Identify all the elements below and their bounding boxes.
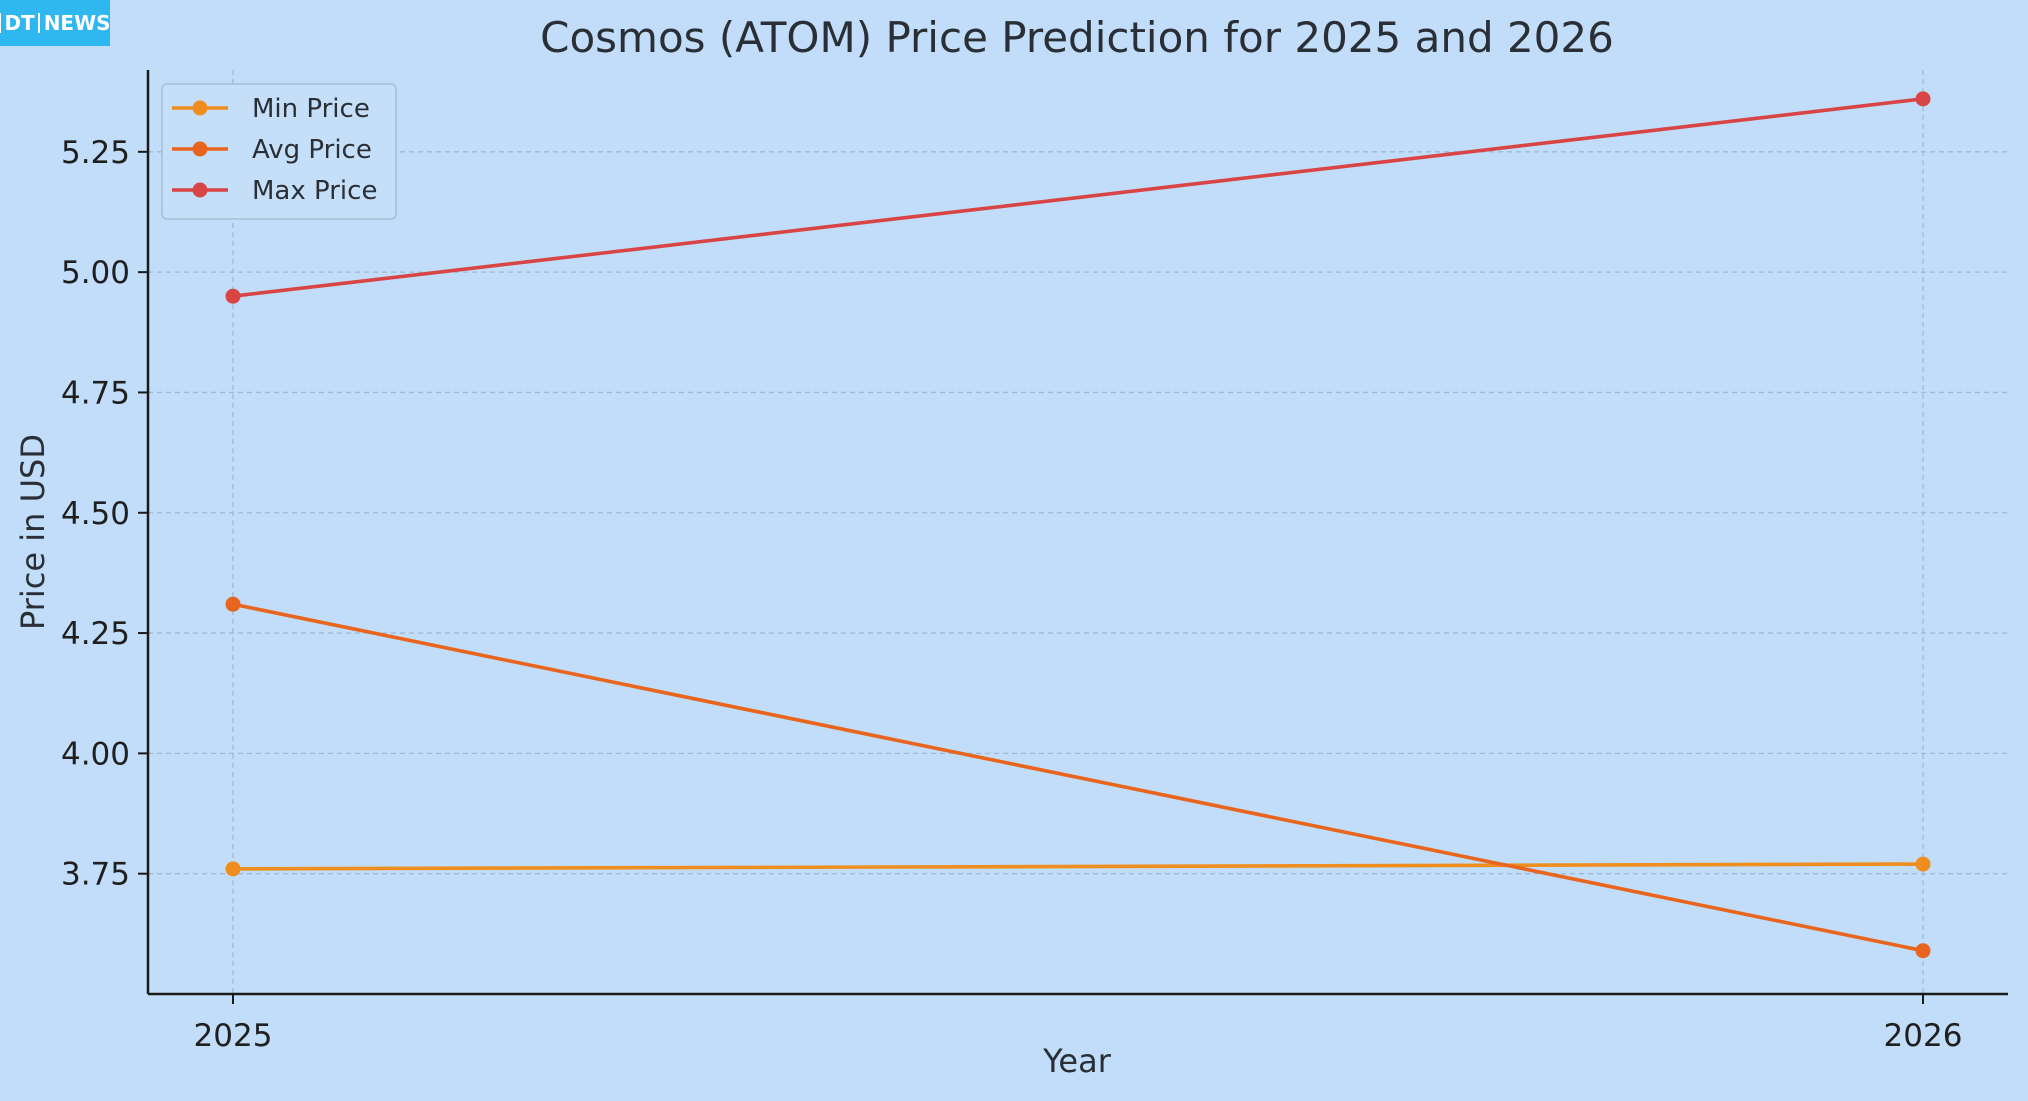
legend-max-price-marker bbox=[192, 182, 208, 198]
x-tick-label: 2026 bbox=[1884, 1018, 1963, 1054]
max-price-point bbox=[225, 288, 241, 304]
legend-min-price-label: Min Price bbox=[252, 94, 370, 124]
legend: Min Price Avg Price Max Price bbox=[161, 83, 397, 220]
min-price-point bbox=[225, 861, 241, 877]
avg-price-line bbox=[232, 602, 1924, 953]
legend-max-price-label: Max Price bbox=[252, 176, 377, 206]
y-tick-label: 3.75 bbox=[61, 857, 130, 893]
avg-price-point bbox=[225, 596, 241, 612]
axes bbox=[146, 70, 2008, 996]
max-price-line bbox=[232, 97, 1924, 298]
max-price-point bbox=[1915, 91, 1931, 107]
min-price-point bbox=[1915, 856, 1931, 872]
legend-box bbox=[161, 83, 397, 220]
y-tick-label: 4.00 bbox=[61, 736, 130, 772]
series-group bbox=[225, 91, 1931, 959]
y-tick-label: 5.25 bbox=[61, 135, 130, 171]
x-axis-label: Year bbox=[1042, 1042, 1112, 1080]
legend-avg-price-label: Avg Price bbox=[252, 135, 372, 165]
y-tick-label: 4.75 bbox=[61, 375, 130, 411]
dt-news-logo: DT NEWS bbox=[0, 0, 111, 46]
min-price-line bbox=[232, 862, 1924, 871]
avg-price-point bbox=[1915, 943, 1931, 959]
y-tick-label: 4.50 bbox=[61, 496, 130, 532]
y-axis-label: Price in USD bbox=[14, 434, 52, 630]
logo-dt-text: DT bbox=[0, 13, 40, 33]
legend-avg-price-marker bbox=[192, 141, 208, 157]
y-tick-label: 5.00 bbox=[61, 255, 130, 291]
chart-title: Cosmos (ATOM) Price Prediction for 2025 … bbox=[540, 13, 1614, 62]
y-axis-ticks: 3.75 4.00 4.25 4.50 4.75 5.00 5.25 bbox=[61, 135, 148, 893]
logo-news-text: NEWS bbox=[43, 11, 111, 35]
legend-min-price-marker bbox=[192, 100, 208, 116]
y-tick-label: 4.25 bbox=[61, 616, 130, 652]
grid-lines bbox=[148, 70, 2008, 994]
x-tick-label: 2025 bbox=[194, 1018, 273, 1054]
x-axis-ticks: 2025 2026 bbox=[194, 994, 1963, 1054]
